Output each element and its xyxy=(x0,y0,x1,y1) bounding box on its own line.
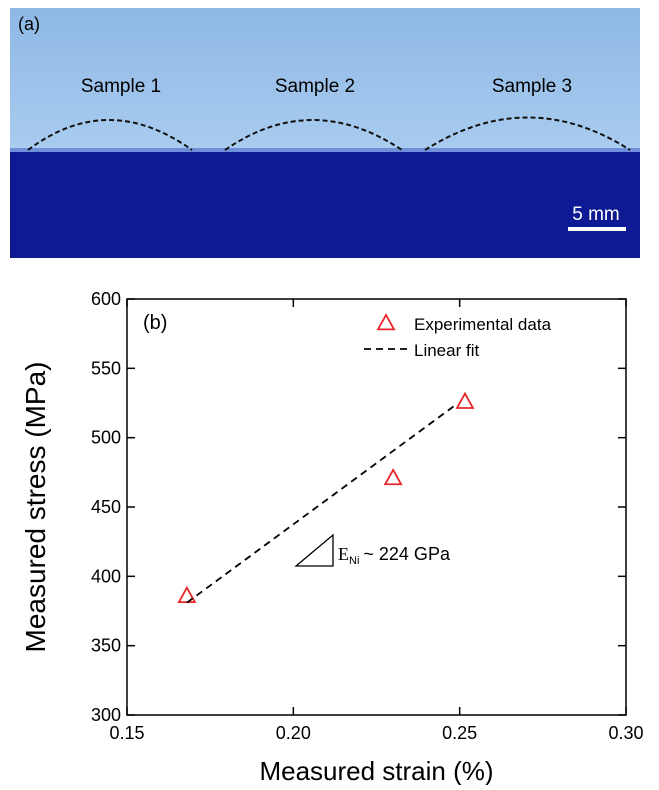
y-tick-label: 350 xyxy=(91,636,121,656)
legend-marker xyxy=(376,313,396,331)
data-point xyxy=(455,391,475,409)
sample-label: Sample 3 xyxy=(492,76,572,97)
sample-profile xyxy=(224,119,403,151)
sample-label: Sample 2 xyxy=(275,76,355,97)
y-tick-label: 550 xyxy=(91,358,121,378)
fit-line xyxy=(186,403,457,604)
y-tick-label: 600 xyxy=(91,289,121,309)
data-point xyxy=(383,468,403,486)
x-tick-label: 0.30 xyxy=(608,723,643,743)
photo-substrate xyxy=(10,150,640,258)
sample-profile xyxy=(27,119,193,151)
sample-profile xyxy=(424,116,631,151)
y-tick-label: 400 xyxy=(91,566,121,586)
x-tick-label: 0.15 xyxy=(109,723,144,743)
sample-label: Sample 1 xyxy=(81,76,161,97)
scale-bar xyxy=(568,227,626,231)
photo-panel: (a) Sample 1 Sample 2 Sample 3 5 mm xyxy=(10,8,640,258)
annotation-symbol: E xyxy=(338,544,349,564)
plot-frame xyxy=(126,298,627,716)
panel-label: (b) xyxy=(143,312,167,334)
slope-triangle xyxy=(294,533,334,567)
annotation: ENi ~ 224 GPa xyxy=(338,544,451,567)
y-tick-label: 450 xyxy=(91,497,121,517)
annotation-text: ~ 224 GPa xyxy=(363,544,451,564)
legend-label: Experimental data xyxy=(414,315,552,334)
annotation-subscript: Ni xyxy=(349,555,359,567)
legend-label: Linear fit xyxy=(414,341,479,360)
scale-bar-label: 5 mm xyxy=(572,204,620,225)
panel-label: (a) xyxy=(18,14,40,34)
y-tick-label: 500 xyxy=(91,428,121,448)
x-axis-label: Measured strain (%) xyxy=(259,756,493,785)
photo-edge xyxy=(10,148,640,152)
data-point xyxy=(177,585,197,604)
x-tick-label: 0.20 xyxy=(276,723,311,743)
chart: 0.15 0.20 0.25 0.30 300 350 400 450 500 550 600 Mea… xyxy=(20,289,644,786)
y-axis-label: Measured stress (MPa) xyxy=(20,362,51,653)
x-tick-label: 0.25 xyxy=(442,723,477,743)
photo-background xyxy=(10,8,640,153)
y-tick-label: 300 xyxy=(91,705,121,725)
